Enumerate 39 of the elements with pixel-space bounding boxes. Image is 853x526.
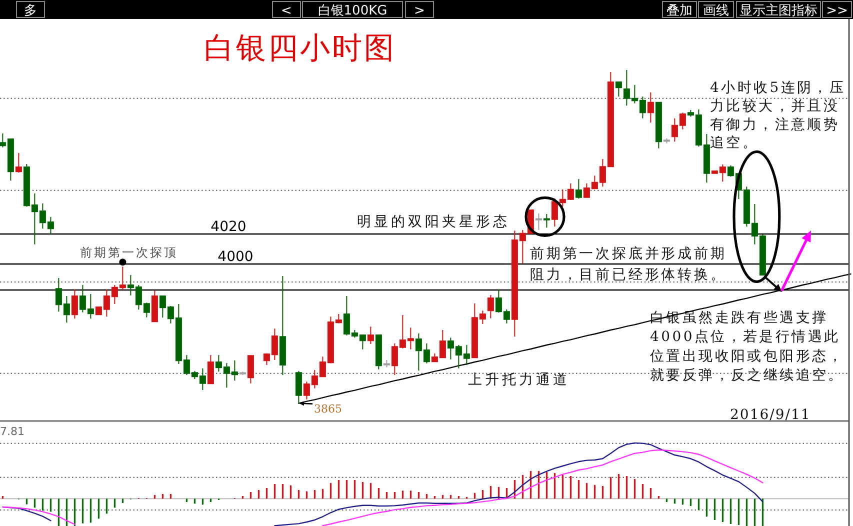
text: > bbox=[414, 4, 425, 18]
candlestick bbox=[247, 355, 254, 384]
candlestick bbox=[367, 326, 374, 344]
candlestick bbox=[239, 371, 246, 376]
text: 画线 bbox=[703, 4, 729, 18]
text: 白银100KG bbox=[318, 4, 388, 18]
annotation: 4小时收5连阴，压力比较大，并且没有御力，注意顺势追空。 bbox=[710, 80, 846, 152]
text: 叠加 bbox=[666, 4, 692, 18]
candlestick bbox=[375, 334, 382, 370]
candlestick bbox=[151, 290, 158, 322]
text: >> bbox=[826, 4, 848, 18]
candlestick bbox=[551, 198, 558, 228]
text: 7.81 bbox=[0, 425, 24, 438]
text: 显示主图指标 bbox=[740, 2, 818, 18]
candlestick bbox=[71, 288, 78, 320]
chart-title: 白银四小时图 bbox=[204, 31, 396, 66]
candlestick bbox=[15, 152, 22, 174]
annotation: 上升托力通道 bbox=[468, 372, 570, 388]
text: 2016/9/11 bbox=[730, 407, 811, 423]
candlestick bbox=[615, 82, 622, 98]
annotation: 前期第一次探底并形成前期阻力，目前已经形体转换。 bbox=[530, 246, 727, 283]
candlestick bbox=[279, 276, 286, 376]
candlestick bbox=[655, 102, 662, 149]
annotation: 明显的双阳夹星形态 bbox=[357, 214, 510, 230]
annotation: 4000 bbox=[218, 249, 254, 265]
candlestick bbox=[383, 360, 390, 368]
annotation: 3865 bbox=[314, 402, 342, 416]
candlestick bbox=[575, 178, 582, 200]
candlestick bbox=[295, 370, 302, 404]
candlestick bbox=[207, 354, 214, 384]
candlestick bbox=[535, 212, 542, 230]
annotation: 前期第一次探顶 bbox=[80, 246, 178, 260]
annotation: 4020 bbox=[210, 219, 246, 235]
candlestick bbox=[487, 294, 494, 319]
text: < bbox=[281, 4, 292, 18]
text: 多 bbox=[24, 4, 37, 18]
candlestick bbox=[663, 138, 670, 144]
candlestick bbox=[543, 214, 550, 228]
candlestick bbox=[647, 92, 654, 124]
